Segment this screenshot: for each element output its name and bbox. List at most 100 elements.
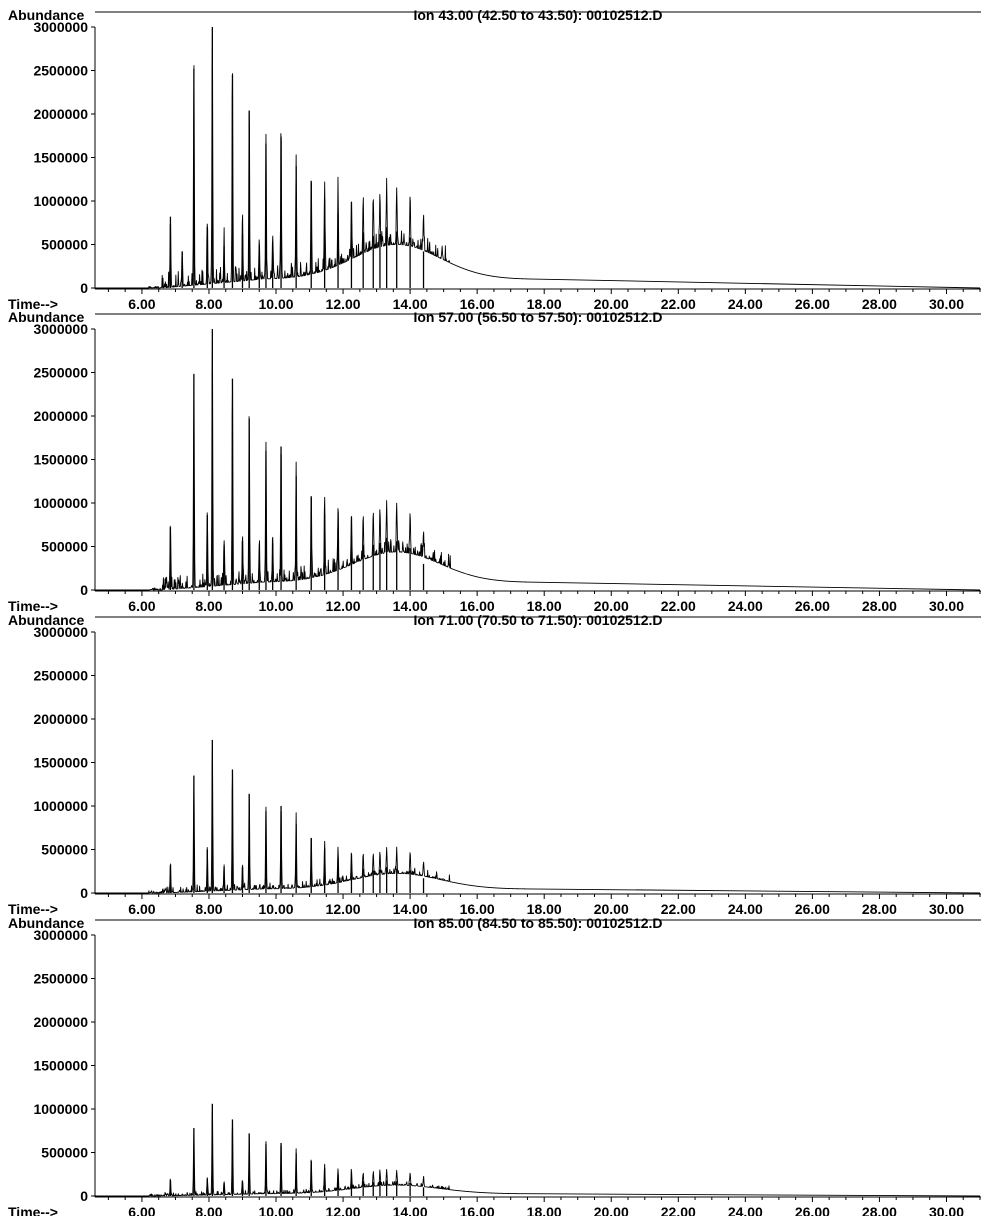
y-tick-label: 0: [80, 582, 88, 598]
y-axis-label: Abundance: [8, 309, 84, 325]
chromatogram-panel-3: Abundance Ion 71.00 (70.50 to 71.50): 001…: [8, 612, 981, 917]
panel-title: Ion 85.00 (84.50 to 85.50): 00102512.D: [413, 915, 662, 931]
y-tick-label: 2500000: [33, 365, 88, 381]
x-tick-label: 12.00: [326, 598, 361, 614]
x-tick-label: 14.00: [393, 598, 428, 614]
x-tick-label: 26.00: [795, 901, 830, 917]
x-tick-label: 22.00: [661, 598, 696, 614]
x-tick-label: 22.00: [661, 296, 696, 312]
x-tick-label: 18.00: [527, 1204, 562, 1216]
x-tick-label: 16.00: [460, 598, 495, 614]
panel-title: Ion 71.00 (70.50 to 71.50): 00102512.D: [413, 612, 662, 628]
y-tick-label: 500000: [41, 237, 88, 253]
y-tick-label: 1000000: [33, 1101, 88, 1117]
x-tick-label: 12.00: [326, 901, 361, 917]
y-tick-label: 3000000: [33, 624, 88, 640]
ion-trace: [94, 1104, 981, 1197]
chromatogram-panel-4: Abundance Ion 85.00 (84.50 to 85.50): 001…: [8, 915, 981, 1220]
y-tick-label: 500000: [41, 842, 88, 858]
x-tick-label: 16.00: [460, 1204, 495, 1216]
ion-trace: [94, 34, 981, 289]
y-tick-label: 2000000: [33, 408, 88, 424]
x-tick-label: 22.00: [661, 901, 696, 917]
y-tick-label: 1000000: [33, 193, 88, 209]
x-tick-label: 10.00: [258, 598, 293, 614]
y-tick-label: 500000: [41, 1145, 88, 1161]
x-tick-label: 12.00: [326, 296, 361, 312]
x-tick-label: 18.00: [527, 901, 562, 917]
x-tick-label: 24.00: [728, 296, 763, 312]
y-tick-label: 1500000: [33, 452, 88, 468]
y-tick-label: 3000000: [33, 19, 88, 35]
y-tick-label: 2000000: [33, 106, 88, 122]
y-tick-label: 0: [80, 885, 88, 901]
x-tick-label: 26.00: [795, 598, 830, 614]
y-tick-label: 1000000: [33, 495, 88, 511]
x-tick-label: 6.00: [128, 296, 155, 312]
x-tick-label: 6.00: [128, 598, 155, 614]
x-tick-label: 8.00: [195, 296, 222, 312]
x-tick-label: 10.00: [258, 296, 293, 312]
x-tick-label: 14.00: [393, 901, 428, 917]
chromatogram-panel-1: Abundance Ion 43.00 (42.50 to 43.50): 001…: [8, 7, 981, 312]
ion-trace: [94, 745, 981, 894]
y-tick-label: 1500000: [33, 755, 88, 771]
x-tick-label: 14.00: [393, 296, 428, 312]
y-tick-label: 0: [80, 280, 88, 296]
y-tick-label: 3000000: [33, 321, 88, 337]
y-tick-label: 3000000: [33, 927, 88, 943]
x-tick-label: 28.00: [862, 901, 897, 917]
x-tick-label: 20.00: [594, 598, 629, 614]
y-axis-label: Abundance: [8, 915, 84, 931]
x-tick-label: 18.00: [527, 296, 562, 312]
x-tick-label: 10.00: [258, 1204, 293, 1216]
y-tick-label: 2000000: [33, 1014, 88, 1030]
x-tick-label: 30.00: [929, 1204, 964, 1216]
chromatogram-panel-2: Abundance Ion 57.00 (56.50 to 57.50): 001…: [8, 309, 981, 614]
x-tick-label: 30.00: [929, 901, 964, 917]
x-tick-label: 20.00: [594, 901, 629, 917]
y-axis-label: Abundance: [8, 612, 84, 628]
y-tick-label: 1500000: [33, 150, 88, 166]
panel-title: Ion 43.00 (42.50 to 43.50): 00102512.D: [413, 7, 662, 23]
x-tick-label: 22.00: [661, 1204, 696, 1216]
y-tick-label: 1500000: [33, 1058, 88, 1074]
x-tick-label: 12.00: [326, 1204, 361, 1216]
x-tick-label: 8.00: [195, 1204, 222, 1216]
y-tick-label: 2500000: [33, 63, 88, 79]
x-axis-label: Time-->: [8, 1204, 58, 1216]
x-tick-label: 8.00: [195, 901, 222, 917]
x-tick-label: 24.00: [728, 901, 763, 917]
y-tick-label: 1000000: [33, 798, 88, 814]
y-tick-label: 2500000: [33, 668, 88, 684]
x-tick-label: 6.00: [128, 901, 155, 917]
x-tick-label: 28.00: [862, 598, 897, 614]
x-tick-label: 30.00: [929, 598, 964, 614]
x-tick-label: 26.00: [795, 296, 830, 312]
y-tick-label: 2500000: [33, 971, 88, 987]
x-tick-label: 26.00: [795, 1204, 830, 1216]
panel-title: Ion 57.00 (56.50 to 57.50): 00102512.D: [413, 309, 662, 325]
x-tick-label: 18.00: [527, 598, 562, 614]
x-tick-label: 28.00: [862, 1204, 897, 1216]
x-tick-label: 10.00: [258, 901, 293, 917]
x-tick-label: 28.00: [862, 296, 897, 312]
x-tick-label: 16.00: [460, 296, 495, 312]
x-axis-label: Time-->: [8, 901, 58, 917]
x-tick-label: 20.00: [594, 1204, 629, 1216]
x-axis-label: Time-->: [8, 598, 58, 614]
x-axis-label: Time-->: [8, 296, 58, 312]
y-tick-label: 2000000: [33, 711, 88, 727]
x-tick-label: 16.00: [460, 901, 495, 917]
x-tick-label: 30.00: [929, 296, 964, 312]
x-tick-label: 20.00: [594, 296, 629, 312]
y-tick-label: 500000: [41, 539, 88, 555]
x-tick-label: 6.00: [128, 1204, 155, 1216]
x-tick-label: 24.00: [728, 598, 763, 614]
x-tick-label: 8.00: [195, 598, 222, 614]
x-tick-label: 24.00: [728, 1204, 763, 1216]
y-axis-label: Abundance: [8, 7, 84, 23]
y-tick-label: 0: [80, 1188, 88, 1204]
